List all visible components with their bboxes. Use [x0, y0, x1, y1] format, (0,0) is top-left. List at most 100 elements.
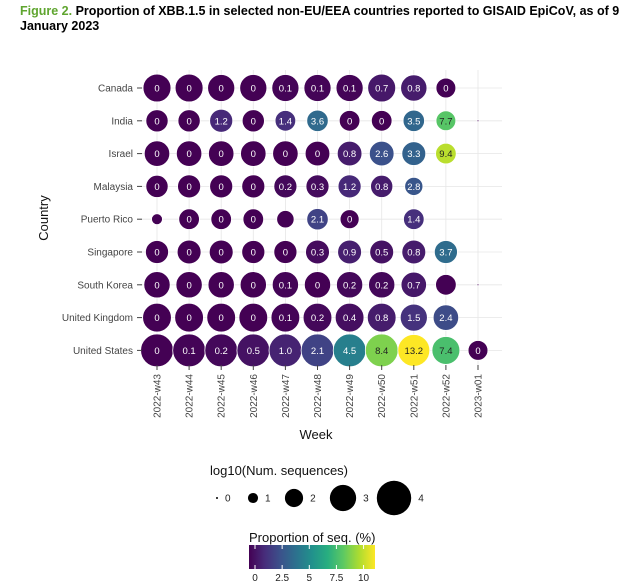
bubble-label-india-2022-w52: 7.7: [439, 116, 452, 127]
bubble-united-states-2022-w52: [431, 336, 461, 365]
x-tick-label-2022-w46: 2022-w46: [249, 374, 260, 418]
bubble-canada-2022-w50: [367, 73, 397, 103]
bubble-label-united-states-2022-w52: 7.4: [439, 346, 452, 357]
bubble-malaysia-2022-w44: [177, 174, 202, 199]
figure-title: Proportion of XBB.1.5 in selected non-EU…: [20, 4, 620, 33]
color-legend-title: Proportion of seq. (%): [249, 530, 375, 545]
bubble-israel-2022-w46: [240, 140, 267, 167]
bubble-label-canada-2022-w52: 0: [443, 84, 448, 95]
bubble-united-kingdom-2022-w47: [270, 302, 301, 333]
x-tick-label-2022-w45: 2022-w45: [217, 374, 228, 418]
bubble-israel-2022-w45: [208, 140, 235, 167]
bubble-label-canada-2022-w46: 0: [251, 84, 256, 95]
bubble-label-malaysia-2022-w45: 0: [219, 182, 224, 193]
bubble-malaysia-2022-w47: [273, 174, 298, 199]
bubble-label-canada-2022-w51: 0.8: [407, 84, 420, 95]
bubble-canada-2022-w46: [239, 74, 268, 102]
bubble-label-united-states-2022-w45: 0.2: [215, 346, 228, 357]
x-tick-label-2022-w50: 2022-w50: [377, 374, 388, 418]
bubble-label-united-states-2022-w43: 0: [154, 346, 159, 357]
bubble-label-singapore-2022-w47: 0: [283, 248, 288, 259]
bubble-united-kingdom-2022-w48: [302, 302, 333, 333]
bubble-label-south-korea-2022-w50: 0.2: [375, 280, 388, 291]
bubble-puerto-rico-2022-w43: [151, 213, 163, 226]
points-layer: 0 0 0 0 0.1 0.1 0.1 0.7 0.8 0 0 0 1.2 0 1.4 3.6 0 0 3.5 7.7…: [140, 73, 489, 368]
y-tick-label-united-states: United States: [73, 346, 133, 357]
bubble-label-united-kingdom-2022-w52: 2.4: [439, 313, 452, 324]
bubble-label-india-2022-w50: 0: [379, 116, 384, 127]
bubble-label-israel-2022-w45: 0: [219, 149, 224, 160]
bubble-puerto-rico-2022-w47: [276, 210, 295, 229]
bubble-singapore-2022-w43: [145, 240, 169, 264]
bubble-united-kingdom-2022-w50: [366, 302, 397, 333]
bubble-label-singapore-2022-w52: 3.7: [439, 248, 452, 259]
bubble-label-israel-2022-w48: 0: [315, 149, 320, 160]
bubble-label-israel-2022-w50: 2.6: [375, 149, 388, 160]
bubble-label-malaysia-2022-w47: 0.2: [279, 182, 292, 193]
bubble-label-india-2022-w47: 1.4: [279, 116, 292, 127]
bubble-label-singapore-2022-w50: 0.5: [375, 248, 388, 259]
bubble-united-kingdom-2022-w49: [334, 302, 365, 333]
bubble-label-israel-2022-w44: 0: [186, 149, 191, 160]
size-legend-label: 3: [363, 494, 369, 505]
bubble-label-singapore-2022-w49: 0.9: [343, 248, 356, 259]
bubble-label-united-states-2022-w47: 1.0: [279, 346, 292, 357]
bubble-south-korea-2022-w46: [239, 271, 267, 299]
bubble-malaysia-2022-w49: [337, 174, 362, 199]
bubble-south-korea-2023-w01: [476, 283, 480, 287]
bubble-label-israel-2022-w49: 0.8: [343, 149, 356, 160]
bubble-label-malaysia-2022-w43: 0: [154, 182, 159, 193]
size-legend-label: 2: [310, 494, 316, 505]
bubble-label-israel-2022-w46: 0: [251, 149, 256, 160]
bubble-south-korea-2022-w43: [143, 271, 171, 299]
colorbar-label: 5: [307, 573, 313, 584]
bubble-label-puerto-rico-2022-w49: 0: [347, 215, 352, 226]
bubble-singapore-2022-w50: [369, 239, 395, 265]
bubble-label-united-kingdom-2022-w48: 0.2: [311, 313, 324, 324]
bubble-united-kingdom-2022-w44: [174, 302, 204, 333]
bubble-label-canada-2022-w45: 0: [219, 84, 224, 95]
colorbar-label: 2.5: [275, 573, 289, 584]
bubble-south-korea-2022-w52: [435, 274, 457, 296]
size-legend-label: 4: [418, 494, 424, 505]
bubble-label-south-korea-2022-w49: 0.2: [343, 280, 356, 291]
bubble-united-kingdom-2022-w52: [432, 304, 460, 331]
x-tick-label-2022-w47: 2022-w47: [281, 374, 292, 418]
bubble-label-united-kingdom-2022-w46: 0: [251, 313, 256, 324]
x-axis-title: Week: [300, 427, 333, 442]
bubble-label-puerto-rico-2022-w45: 0: [219, 215, 224, 226]
bubble-malaysia-2022-w48: [305, 174, 330, 199]
bubble-label-canada-2022-w47: 0.1: [279, 84, 292, 95]
bubble-label-united-states-2022-w48: 2.1: [311, 346, 324, 357]
bubble-label-singapore-2022-w51: 0.8: [407, 248, 420, 259]
x-tick-label-2022-w43: 2022-w43: [153, 374, 164, 418]
bubble-israel-2022-w48: [304, 140, 331, 167]
bubble-label-puerto-rico-2022-w46: 0: [251, 215, 256, 226]
bubble-label-canada-2022-w49: 0.1: [343, 84, 356, 95]
bubble-label-puerto-rico-2022-w48: 2.1: [311, 215, 324, 226]
size-legend-circle: [329, 484, 357, 512]
bubble-label-united-states-2022-w51: 13.2: [405, 346, 424, 357]
bubble-label-united-kingdom-2022-w50: 0.8: [375, 313, 388, 324]
bubble-canada-2022-w47: [271, 74, 300, 102]
bubble-india-2022-w43: [145, 109, 169, 133]
bubble-india-2022-w48: [306, 109, 329, 132]
bubble-united-states-2023-w01: [467, 340, 489, 361]
bubble-label-south-korea-2022-w44: 0: [186, 280, 191, 291]
bubble-india-2022-w44: [177, 109, 201, 133]
y-tick-label-malaysia: Malaysia: [94, 182, 134, 193]
bubble-label-united-states-2022-w46: 0.5: [247, 346, 260, 357]
bubble-label-united-kingdom-2022-w44: 0: [186, 313, 191, 324]
bubble-label-malaysia-2022-w46: 0: [251, 182, 256, 193]
bubble-label-india-2022-w46: 0: [251, 116, 256, 127]
bubble-label-united-kingdom-2022-w47: 0.1: [279, 313, 292, 324]
bubble-puerto-rico-2022-w45: [210, 208, 232, 230]
bubble-south-korea-2022-w45: [207, 271, 235, 299]
bubble-canada-2022-w43: [142, 73, 172, 103]
x-tick-label-2022-w49: 2022-w49: [345, 374, 356, 418]
bubble-label-india-2022-w49: 0: [347, 116, 352, 127]
bubble-puerto-rico-2022-w49: [339, 209, 360, 230]
bubble-canada-2022-w52: [435, 77, 457, 99]
size-legend-circle: [284, 488, 304, 508]
bubble-south-korea-2022-w47: [271, 271, 299, 299]
